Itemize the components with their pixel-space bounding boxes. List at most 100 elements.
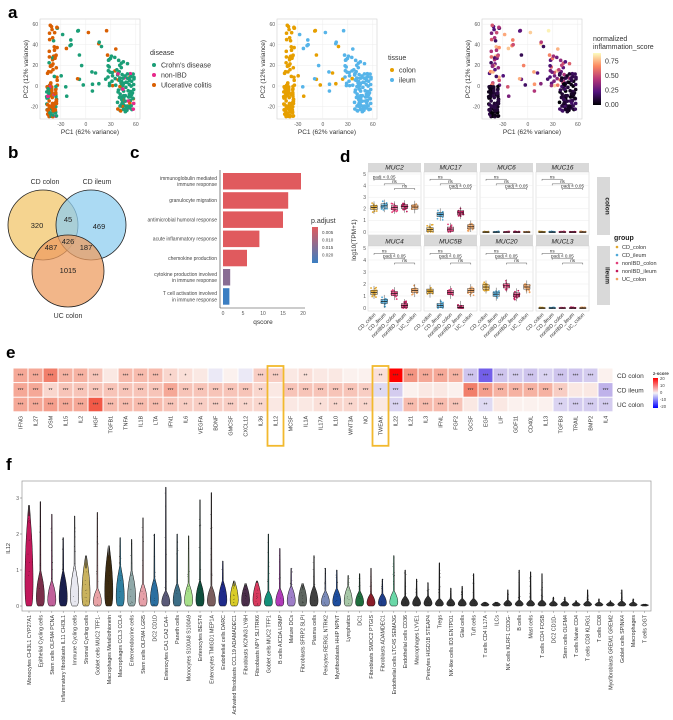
cell-dot bbox=[496, 605, 498, 607]
significance-bracket bbox=[429, 179, 451, 181]
data-point bbox=[492, 35, 497, 40]
cell-dot bbox=[405, 603, 406, 604]
violin bbox=[70, 515, 79, 607]
facet-panel bbox=[479, 171, 534, 236]
cell-dot bbox=[97, 581, 99, 582]
data-point bbox=[119, 97, 124, 102]
heatmap-cell bbox=[238, 397, 253, 412]
cell-dot bbox=[622, 601, 623, 603]
data-point bbox=[489, 99, 493, 103]
cell-dot bbox=[291, 584, 293, 586]
cell-dot bbox=[164, 492, 166, 494]
data-point bbox=[489, 60, 493, 65]
cell-dot bbox=[381, 584, 383, 585]
cell-dot bbox=[62, 538, 64, 540]
cell-dot bbox=[154, 571, 156, 573]
significance-stars: ** bbox=[334, 403, 338, 409]
legend-label: nonIBD_colon bbox=[622, 261, 657, 267]
data-point bbox=[375, 210, 378, 212]
cell-dot bbox=[324, 583, 325, 585]
data-point bbox=[395, 298, 398, 300]
cell-dot bbox=[290, 587, 291, 589]
cell-dot bbox=[519, 597, 520, 599]
data-point bbox=[312, 29, 317, 33]
violin bbox=[560, 596, 570, 607]
data-point bbox=[284, 55, 289, 59]
cell-dot bbox=[257, 589, 258, 591]
x-tick-label: Enterocytes BEST4 bbox=[198, 615, 204, 661]
violin bbox=[469, 573, 478, 607]
data-point bbox=[405, 210, 408, 213]
significance-bracket bbox=[384, 258, 405, 260]
violin bbox=[549, 596, 558, 607]
cell-dot bbox=[245, 589, 246, 590]
cell-dot bbox=[222, 577, 224, 579]
x-tick-label: 0 bbox=[222, 311, 225, 317]
cell-dot bbox=[348, 577, 350, 579]
significance-stars: *** bbox=[513, 373, 519, 379]
cell-dot bbox=[586, 597, 588, 598]
data-point bbox=[548, 75, 552, 79]
heatmap-cell bbox=[103, 383, 118, 397]
data-point bbox=[450, 224, 453, 227]
data-point bbox=[573, 82, 578, 87]
heatmap-cell bbox=[403, 368, 418, 383]
significance-stars: *** bbox=[78, 403, 84, 409]
data-point bbox=[494, 48, 499, 53]
venn-count-all: 426 bbox=[62, 237, 75, 246]
cell-dot bbox=[336, 584, 338, 585]
data-point bbox=[492, 27, 496, 32]
cell-dot bbox=[312, 569, 314, 570]
cell-dot bbox=[211, 573, 213, 575]
data-point bbox=[563, 93, 568, 98]
cell-dot bbox=[575, 603, 577, 605]
column-label: LTA bbox=[154, 415, 160, 425]
data-point bbox=[428, 225, 431, 228]
y-tick-label: -20 bbox=[473, 104, 480, 110]
data-point bbox=[384, 207, 387, 210]
data-point bbox=[496, 84, 500, 89]
data-point bbox=[291, 114, 296, 118]
cell-dot bbox=[166, 595, 167, 596]
data-point bbox=[563, 107, 568, 112]
data-point bbox=[109, 54, 114, 58]
violin bbox=[457, 585, 467, 607]
significance-stars: *** bbox=[408, 373, 414, 379]
data-point bbox=[470, 286, 473, 289]
y-tick-label: 0 bbox=[16, 604, 19, 610]
data-point bbox=[524, 283, 526, 285]
column-label: IL6 bbox=[184, 416, 190, 424]
x-tick-label: Macrophages LYVE1 bbox=[415, 615, 421, 665]
heatmap-cell bbox=[193, 383, 208, 397]
x-axis-label: PC1 (62% variance) bbox=[298, 129, 356, 136]
data-point bbox=[110, 83, 115, 88]
data-point bbox=[131, 82, 136, 87]
heatmap-cell bbox=[523, 397, 538, 412]
cell-dot bbox=[188, 588, 189, 590]
data-point bbox=[288, 38, 293, 43]
venn-count-cd_ileum_uc_colon: 187 bbox=[80, 243, 93, 252]
column-label: IL2 bbox=[79, 416, 85, 424]
data-point bbox=[573, 107, 578, 111]
data-point bbox=[353, 58, 358, 63]
significance-label: ns bbox=[392, 179, 398, 184]
violin bbox=[138, 517, 148, 607]
significance-bracket bbox=[373, 253, 395, 255]
cell-dot bbox=[529, 585, 531, 587]
cell-dot bbox=[586, 598, 588, 600]
data-point bbox=[45, 102, 50, 107]
cell-dot bbox=[176, 570, 178, 572]
data-point bbox=[99, 44, 104, 49]
x-tick-label: DC2 CD1D bbox=[152, 615, 158, 642]
x-tick-label: Glial cells bbox=[460, 615, 466, 638]
cell-dot bbox=[234, 595, 235, 596]
cell-dot bbox=[108, 591, 110, 593]
cell-dot bbox=[51, 578, 52, 579]
heatmap-cell bbox=[58, 383, 73, 397]
cell-dot bbox=[335, 577, 337, 578]
data-point bbox=[570, 71, 575, 76]
significance-label: ns bbox=[504, 179, 510, 184]
